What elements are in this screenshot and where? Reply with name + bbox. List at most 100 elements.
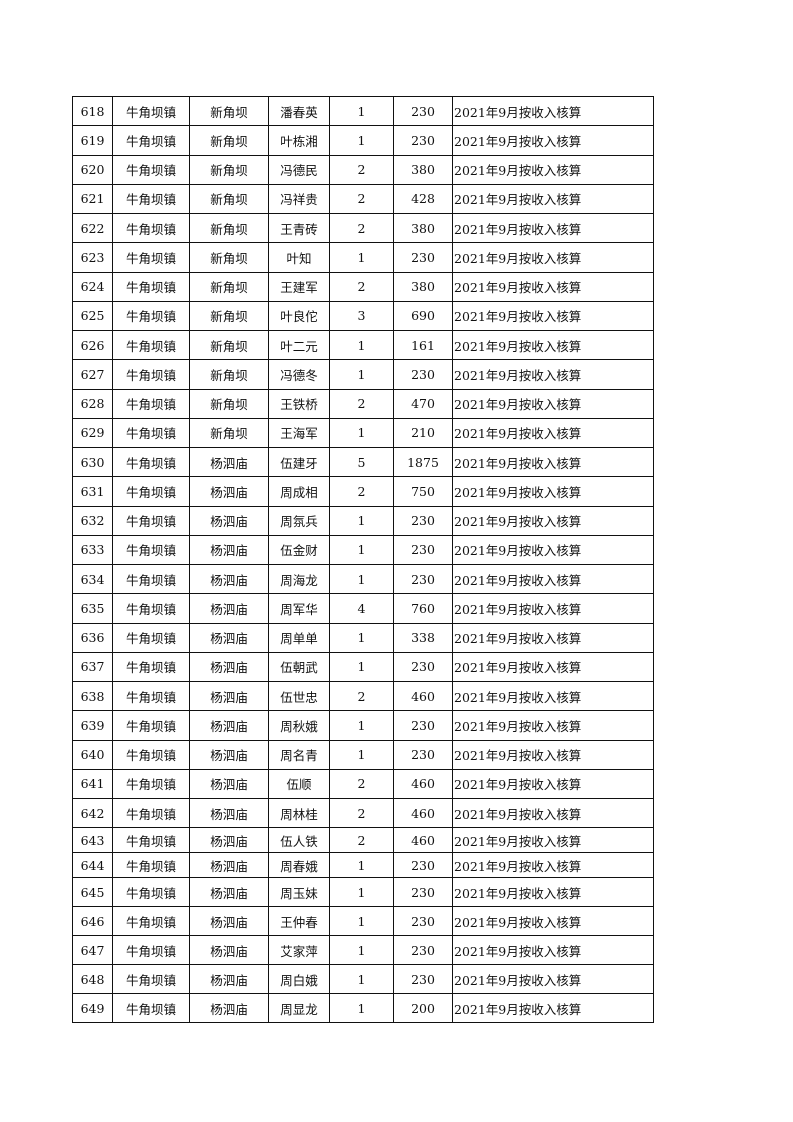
- cell-row-number: 646: [72, 906, 113, 937]
- cell-town: 牛角坝镇: [112, 964, 190, 995]
- cell-name: 潘春英: [268, 95, 330, 127]
- cell-household-size: 1: [329, 417, 394, 449]
- cell-amount: 230: [393, 877, 453, 908]
- cell-town: 牛角坝镇: [112, 300, 190, 332]
- cell-household-size: 1: [329, 534, 394, 566]
- cell-note: 2021年9月按收入核算: [452, 505, 654, 536]
- cell-row-number: 648: [72, 964, 113, 995]
- cell-row-number: 619: [72, 125, 113, 156]
- cell-household-size: 2: [329, 212, 394, 244]
- cell-name: 周玉妹: [268, 877, 330, 908]
- cell-note: 2021年9月按收入核算: [452, 417, 654, 449]
- cell-row-number: 627: [72, 359, 113, 390]
- cell-village: 新角坝: [189, 271, 269, 302]
- cell-amount: 200: [393, 993, 453, 1024]
- cell-note: 2021年9月按收入核算: [452, 622, 654, 653]
- cell-note: 2021年9月按收入核算: [452, 563, 654, 595]
- cell-amount: 230: [393, 505, 453, 536]
- cell-amount: 230: [393, 563, 453, 595]
- cell-household-size: 1: [329, 651, 394, 683]
- cell-row-number: 632: [72, 505, 113, 536]
- table-row: 628 牛角坝镇 新角坝 王铁桥 2 470 2021年9月按收入核算: [72, 388, 654, 419]
- cell-village: 杨泗庙: [189, 446, 269, 478]
- cell-town: 牛角坝镇: [112, 476, 190, 507]
- cell-household-size: 1: [329, 242, 394, 273]
- cell-row-number: 647: [72, 935, 113, 966]
- table-row: 637 牛角坝镇 杨泗庙 伍朝武 1 230 2021年9月按收入核算: [72, 651, 654, 683]
- table-row: 648 牛角坝镇 杨泗庙 周白娥 1 230 2021年9月按收入核算: [72, 964, 654, 995]
- cell-row-number: 624: [72, 271, 113, 302]
- cell-row-number: 620: [72, 154, 113, 185]
- cell-note: 2021年9月按收入核算: [452, 476, 654, 507]
- cell-name: 周海龙: [268, 563, 330, 595]
- cell-household-size: 1: [329, 125, 394, 156]
- cell-amount: 470: [393, 388, 453, 419]
- cell-row-number: 637: [72, 651, 113, 683]
- cell-note: 2021年9月按收入核算: [452, 359, 654, 390]
- table-row: 631 牛角坝镇 杨泗庙 周成相 2 750 2021年9月按收入核算: [72, 476, 654, 507]
- cell-row-number: 645: [72, 877, 113, 908]
- cell-household-size: 1: [329, 710, 394, 741]
- cell-note: 2021年9月按收入核算: [452, 534, 654, 566]
- cell-town: 牛角坝镇: [112, 797, 190, 829]
- cell-household-size: 1: [329, 505, 394, 536]
- cell-village: 新角坝: [189, 359, 269, 390]
- cell-name: 周林桂: [268, 797, 330, 829]
- cell-amount: 428: [393, 183, 453, 215]
- cell-village: 杨泗庙: [189, 852, 269, 879]
- cell-note: 2021年9月按收入核算: [452, 329, 654, 361]
- cell-name: 伍人铁: [268, 827, 330, 854]
- cell-name: 伍世忠: [268, 680, 330, 712]
- cell-household-size: 2: [329, 680, 394, 712]
- cell-village: 杨泗庙: [189, 827, 269, 854]
- cell-town: 牛角坝镇: [112, 329, 190, 361]
- cell-amount: 230: [393, 95, 453, 127]
- cell-town: 牛角坝镇: [112, 622, 190, 653]
- cell-household-size: 1: [329, 622, 394, 653]
- cell-name: 周氛兵: [268, 505, 330, 536]
- cell-town: 牛角坝镇: [112, 852, 190, 879]
- cell-village: 杨泗庙: [189, 622, 269, 653]
- cell-name: 周白娥: [268, 964, 330, 995]
- cell-row-number: 621: [72, 183, 113, 215]
- cell-town: 牛角坝镇: [112, 242, 190, 273]
- cell-name: 王仲春: [268, 906, 330, 937]
- cell-town: 牛角坝镇: [112, 183, 190, 215]
- cell-town: 牛角坝镇: [112, 906, 190, 937]
- cell-household-size: 2: [329, 271, 394, 302]
- table-row: 633 牛角坝镇 杨泗庙 伍金财 1 230 2021年9月按收入核算: [72, 534, 654, 566]
- cell-note: 2021年9月按收入核算: [452, 271, 654, 302]
- cell-household-size: 1: [329, 877, 394, 908]
- cell-note: 2021年9月按收入核算: [452, 797, 654, 829]
- cell-row-number: 633: [72, 534, 113, 566]
- cell-village: 新角坝: [189, 388, 269, 419]
- cell-town: 牛角坝镇: [112, 388, 190, 419]
- cell-row-number: 641: [72, 768, 113, 800]
- cell-row-number: 640: [72, 739, 113, 770]
- cell-name: 周显龙: [268, 993, 330, 1024]
- cell-amount: 1875: [393, 446, 453, 478]
- cell-town: 牛角坝镇: [112, 95, 190, 127]
- table-row: 640 牛角坝镇 杨泗庙 周名青 1 230 2021年9月按收入核算: [72, 739, 654, 770]
- cell-name: 伍金财: [268, 534, 330, 566]
- cell-name: 叶栋湘: [268, 125, 330, 156]
- cell-name: 伍建牙: [268, 446, 330, 478]
- cell-village: 杨泗庙: [189, 877, 269, 908]
- cell-town: 牛角坝镇: [112, 710, 190, 741]
- cell-household-size: 2: [329, 388, 394, 419]
- cell-village: 新角坝: [189, 154, 269, 185]
- cell-town: 牛角坝镇: [112, 417, 190, 449]
- cell-row-number: 643: [72, 827, 113, 854]
- cell-row-number: 629: [72, 417, 113, 449]
- table-row: 619 牛角坝镇 新角坝 叶栋湘 1 230 2021年9月按收入核算: [72, 125, 654, 156]
- cell-village: 杨泗庙: [189, 964, 269, 995]
- cell-household-size: 1: [329, 739, 394, 770]
- cell-row-number: 625: [72, 300, 113, 332]
- cell-household-size: 3: [329, 300, 394, 332]
- cell-household-size: 1: [329, 906, 394, 937]
- cell-amount: 210: [393, 417, 453, 449]
- cell-name: 周春娥: [268, 852, 330, 879]
- cell-amount: 230: [393, 359, 453, 390]
- cell-row-number: 623: [72, 242, 113, 273]
- cell-amount: 760: [393, 593, 453, 624]
